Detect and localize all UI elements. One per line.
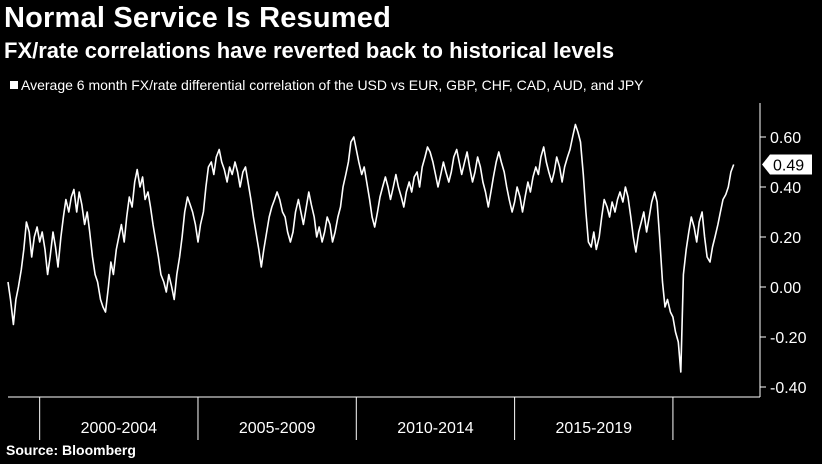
y-tick-label: 0.20: [770, 230, 801, 247]
y-tick-label: -0.40: [770, 380, 807, 397]
y-tick-label: 0.00: [770, 280, 801, 297]
chart-legend: Average 6 month FX/rate differential cor…: [10, 77, 644, 93]
y-tick-label: 0.60: [770, 130, 801, 147]
x-category-label: 2005-2009: [239, 420, 316, 437]
chart-title: Normal Service Is Resumed: [4, 2, 392, 34]
x-category-label: 2010-2014: [397, 420, 474, 437]
x-category-label: 2000-2004: [81, 420, 158, 437]
chart-subtitle: FX/rate correlations have reverted back …: [4, 38, 615, 63]
y-tick-label: 0.40: [770, 180, 801, 197]
source-note: Source: Bloomberg: [6, 442, 136, 458]
x-category-label: 2015-2019: [556, 420, 633, 437]
legend-swatch: [10, 81, 18, 89]
last-value-tag: [762, 154, 812, 175]
last-value-label: 0.49: [773, 158, 804, 175]
series-line: [7, 123, 735, 373]
y-tick-label: -0.20: [770, 330, 807, 347]
legend-label: Average 6 month FX/rate differential cor…: [21, 77, 644, 93]
